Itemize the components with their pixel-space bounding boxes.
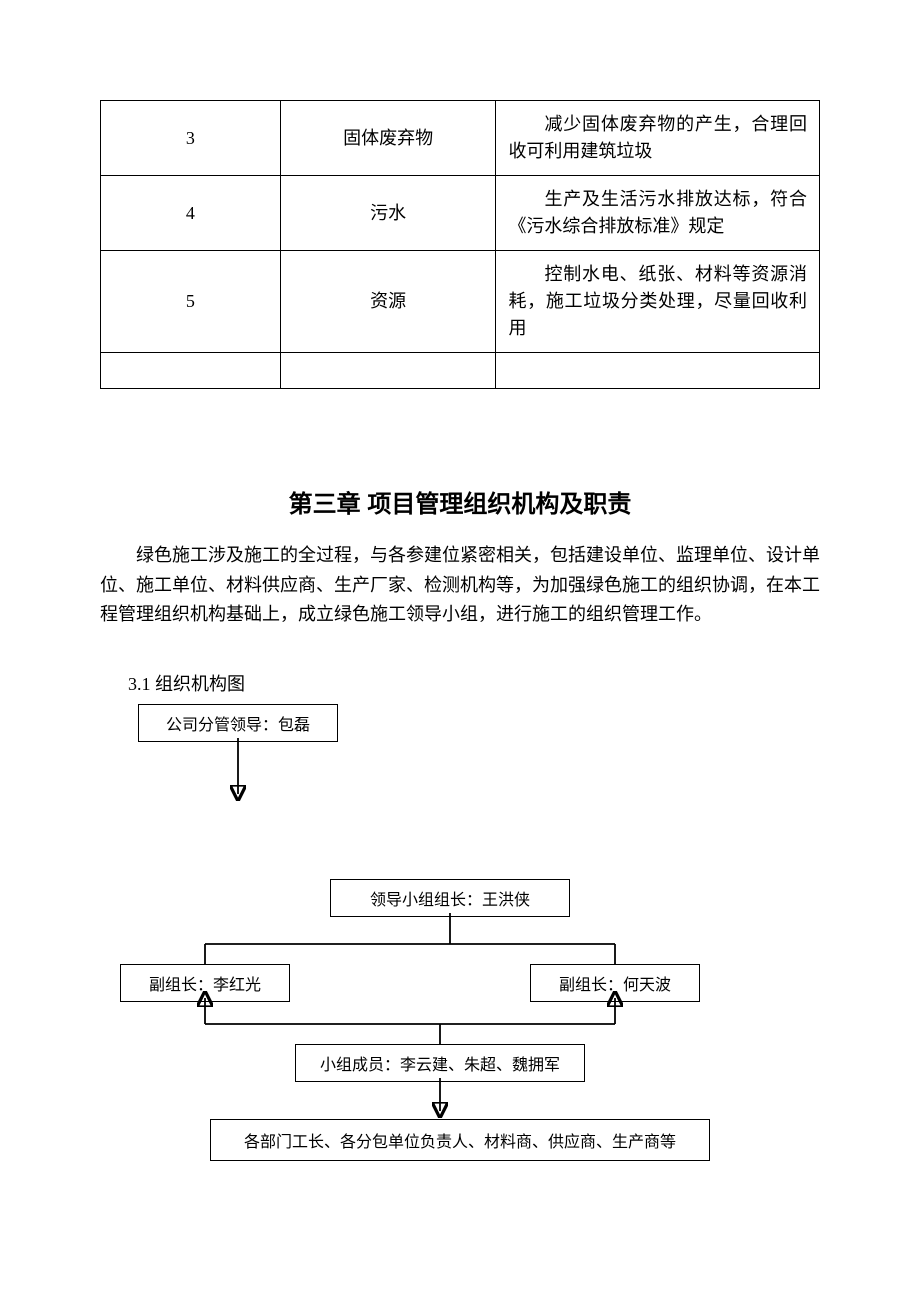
cell-item: 污水 — [280, 176, 496, 251]
chapter-paragraph: 绿色施工涉及施工的全过程，与各参建位紧密相关，包括建设单位、监理单位、设计单位、… — [100, 541, 820, 630]
node-company-leader: 公司分管领导：包磊 — [138, 704, 338, 742]
cell-num: 5 — [101, 251, 281, 353]
node-group-leader: 领导小组组长：王洪侠 — [330, 879, 570, 917]
cell-item: 资源 — [280, 251, 496, 353]
node-departments: 各部门工长、各分包单位负责人、材料商、供应商、生产商等 — [210, 1119, 710, 1161]
section-number: 3.1 组织机构图 — [128, 670, 820, 696]
cell-num: 4 — [101, 176, 281, 251]
cell-item: 固体废弃物 — [280, 101, 496, 176]
cell-desc: 生产及生活污水排放达标，符合《污水综合排放标准》规定 — [496, 176, 820, 251]
node-vice-left: 副组长：李红光 — [120, 964, 290, 1002]
org-chart: 公司分管领导：包磊 领导小组组长：王洪侠 副组长：李红光 副组长：何天波 小组成… — [100, 704, 820, 1224]
table-row: 4 污水 生产及生活污水排放达标，符合《污水综合排放标准》规定 — [101, 176, 820, 251]
table-row-empty — [101, 353, 820, 389]
cell-num: 3 — [101, 101, 281, 176]
cell-empty — [280, 353, 496, 389]
page: 3 固体废弃物 减少固体废弃物的产生，合理回收可利用建筑垃圾 4 污水 生产及生… — [0, 0, 920, 1284]
chapter-heading: 第三章 项目管理组织机构及职责 — [100, 484, 820, 519]
node-vice-right: 副组长：何天波 — [530, 964, 700, 1002]
cell-desc: 控制水电、纸张、材料等资源消耗，施工垃圾分类处理，尽量回收利用 — [496, 251, 820, 353]
table-row: 5 资源 控制水电、纸张、材料等资源消耗，施工垃圾分类处理，尽量回收利用 — [101, 251, 820, 353]
cell-desc: 减少固体废弃物的产生，合理回收可利用建筑垃圾 — [496, 101, 820, 176]
node-members: 小组成员：李云建、朱超、魏拥军 — [295, 1044, 585, 1082]
table-row: 3 固体废弃物 减少固体废弃物的产生，合理回收可利用建筑垃圾 — [101, 101, 820, 176]
cell-empty — [496, 353, 820, 389]
env-table: 3 固体废弃物 减少固体废弃物的产生，合理回收可利用建筑垃圾 4 污水 生产及生… — [100, 100, 820, 389]
cell-empty — [101, 353, 281, 389]
